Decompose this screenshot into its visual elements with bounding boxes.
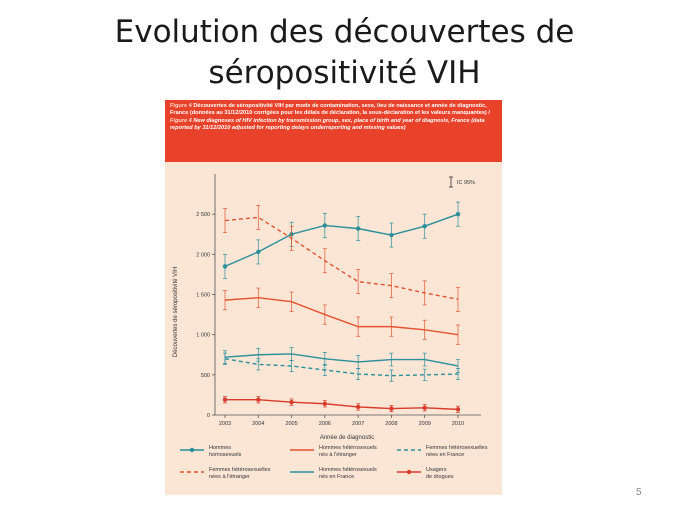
data-point [322,401,328,406]
legend-label: nés à l'étranger [319,452,357,458]
data-point [222,264,228,269]
legend-label: homosexuels [209,452,242,458]
legend-marker [189,447,195,453]
data-point [455,407,461,412]
figure-caption: Figure 4 Découvertes de séropositivité V… [165,100,502,162]
legend-label: nées en France [426,452,464,458]
data-point [256,397,261,402]
caption-text-fr: Découvertes de séropositivité VIH par mo… [170,103,490,117]
legend-label: nées à l'étranger [209,474,250,480]
caption-text-en: New diagnoses of HIV infection by transm… [170,117,485,132]
x-tick-label: 2007 [352,421,364,427]
slide-title: Evolution des découvertes de séropositiv… [0,12,689,94]
series-3 [223,352,460,382]
title-line-1: Evolution des découvertes de [114,14,575,50]
series-line [224,297,459,336]
legend-label: Femmes hétérosexuelles [426,445,488,451]
data-point [256,249,261,255]
series-2 [223,287,460,345]
legend-label: Femmes hétérosexuelles [209,467,271,473]
y-tick-label: 2 500 [196,212,210,218]
series-6 [222,396,461,413]
ci-label: IC 95% [457,180,475,186]
data-point [355,404,361,410]
y-tick-label: 1 000 [196,333,210,339]
x-tick-label: 2005 [285,421,297,427]
y-tick-label: 2 000 [196,252,210,258]
series-5 [223,347,460,373]
chart-series [222,201,461,413]
x-tick-label: 2010 [452,421,464,427]
data-point [289,399,294,405]
legend-label: Hommes hétérosexuels [319,467,377,473]
series-line [224,353,459,367]
legend-label: Hommes hétérosexuels [319,445,377,451]
legend-label: Usagers [426,467,447,473]
data-point [222,397,228,402]
data-point [422,224,427,229]
y-tick-label: 1 500 [196,293,210,299]
legend-label: Hommes [209,445,231,451]
y-tick-label: 500 [201,373,210,379]
x-tick-label: 2009 [419,421,431,427]
legend-label: nés en France [319,474,354,480]
data-point [455,211,461,217]
x-tick-label: 2003 [219,421,231,427]
legend-marker [406,469,412,475]
data-point [389,232,394,238]
x-tick-label: 2008 [385,421,397,427]
caption-label-en: Figure 4 [170,117,192,124]
series-1 [222,201,461,279]
series-line [225,399,459,411]
page-number: 5 [636,487,642,498]
data-point [322,223,328,228]
legend-label: de drogues [426,474,454,480]
title-line-2: séropositivité VIH [208,55,481,91]
series-4 [223,204,460,312]
data-point [355,226,361,231]
data-point [422,405,427,410]
y-axis-label: Découvertes de séropositivité VIH [173,267,179,357]
ci-legend: IC 95% [449,176,475,188]
data-point [389,406,394,411]
x-tick-label: 2004 [252,421,264,427]
chart-axes: 0 500 1 000 1 500 2 000 2 500 2003 2004 2005 2006… [196,174,481,427]
caption-label: Figure 4 [170,103,192,109]
y-tick-label: 0 [207,413,210,419]
series-line [224,213,459,268]
hiv-diagnoses-line-chart: 0 500 1 000 1 500 2 000 2 500 2003 2004 2005 2006… [173,174,488,480]
x-tick-label: 2006 [319,421,331,427]
x-axis-label: Année de diagnostic [320,435,374,441]
